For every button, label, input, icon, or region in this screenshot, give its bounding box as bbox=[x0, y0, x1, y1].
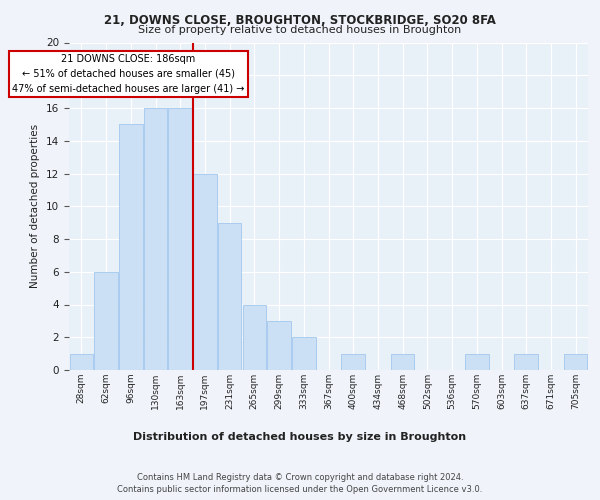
Bar bbox=[119, 124, 143, 370]
Text: Contains HM Land Registry data © Crown copyright and database right 2024.: Contains HM Land Registry data © Crown c… bbox=[137, 472, 463, 482]
Bar bbox=[564, 354, 587, 370]
Text: Contains public sector information licensed under the Open Government Licence v3: Contains public sector information licen… bbox=[118, 485, 482, 494]
Text: Distribution of detached houses by size in Broughton: Distribution of detached houses by size … bbox=[133, 432, 467, 442]
Bar bbox=[242, 304, 266, 370]
Bar bbox=[465, 354, 488, 370]
Bar bbox=[268, 321, 291, 370]
Bar bbox=[218, 222, 241, 370]
Bar bbox=[341, 354, 365, 370]
Bar bbox=[94, 272, 118, 370]
Text: Size of property relative to detached houses in Broughton: Size of property relative to detached ho… bbox=[139, 25, 461, 35]
Bar bbox=[169, 108, 192, 370]
Text: 21 DOWNS CLOSE: 186sqm
← 51% of detached houses are smaller (45)
47% of semi-det: 21 DOWNS CLOSE: 186sqm ← 51% of detached… bbox=[12, 54, 245, 94]
Bar bbox=[193, 174, 217, 370]
Text: 21, DOWNS CLOSE, BROUGHTON, STOCKBRIDGE, SO20 8FA: 21, DOWNS CLOSE, BROUGHTON, STOCKBRIDGE,… bbox=[104, 14, 496, 27]
Bar bbox=[144, 108, 167, 370]
Bar bbox=[514, 354, 538, 370]
Bar bbox=[70, 354, 93, 370]
Y-axis label: Number of detached properties: Number of detached properties bbox=[31, 124, 40, 288]
Bar bbox=[292, 337, 316, 370]
Bar bbox=[391, 354, 415, 370]
